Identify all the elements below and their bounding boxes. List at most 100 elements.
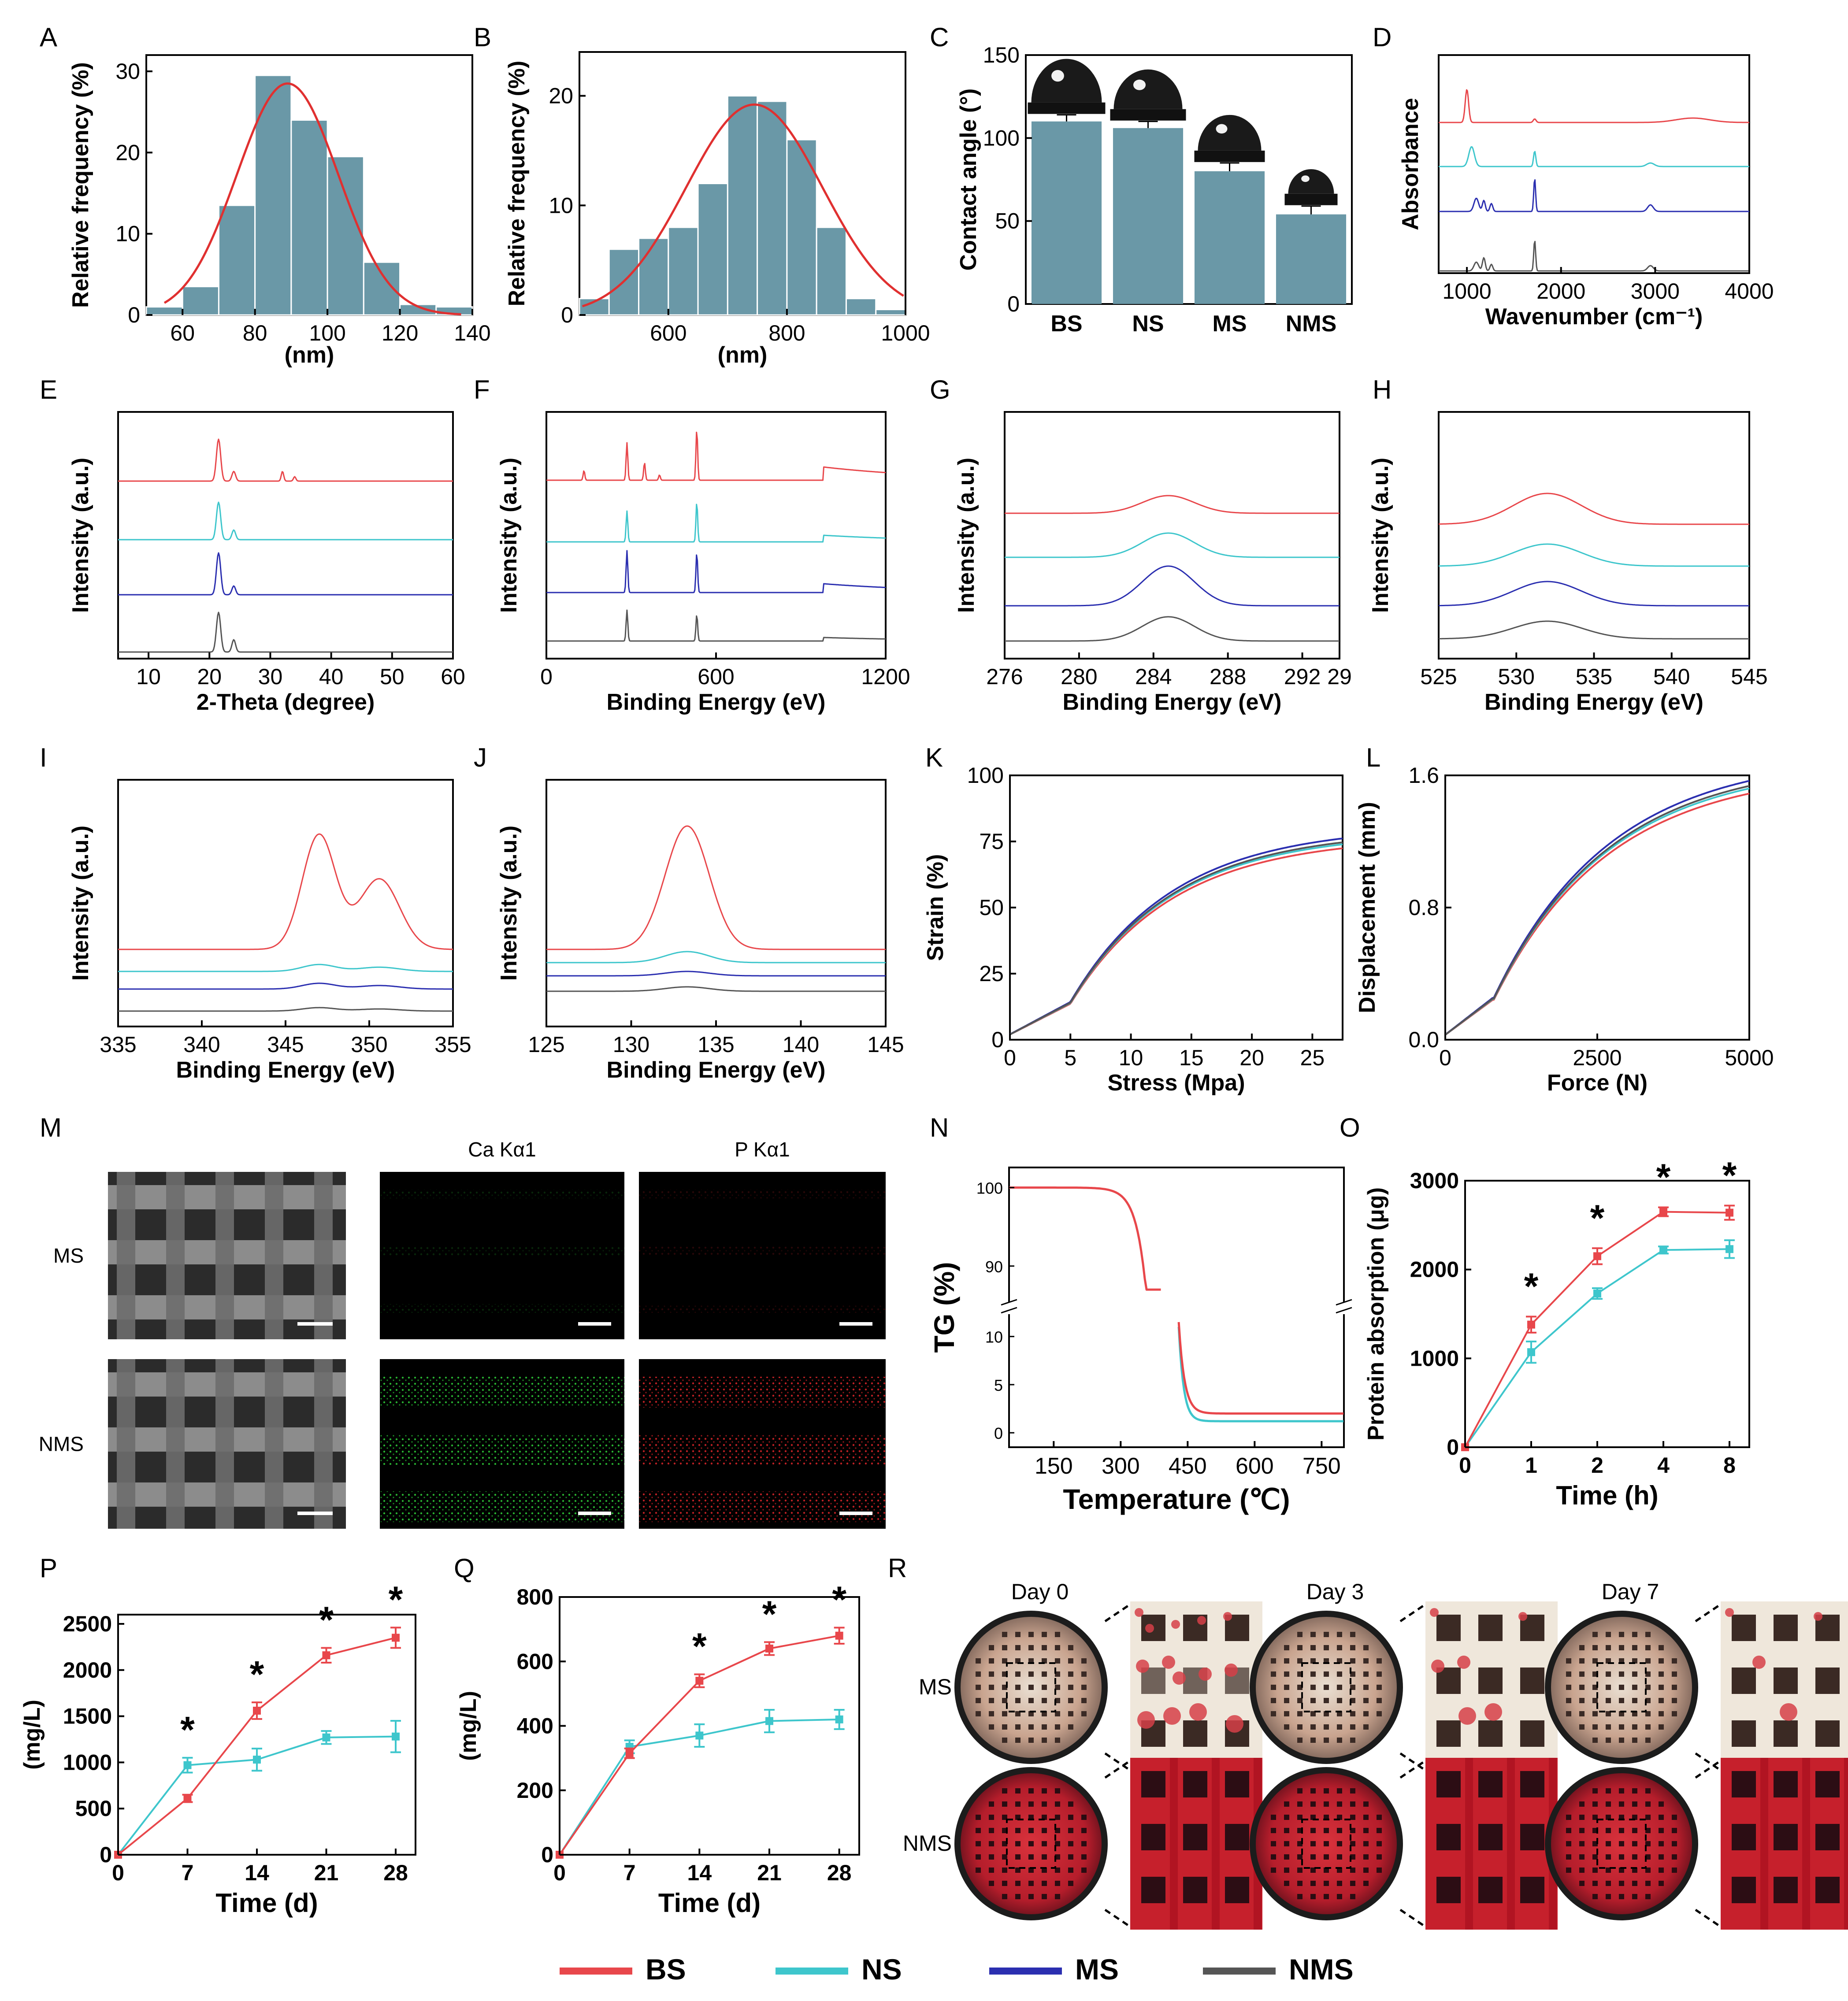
stain-spot xyxy=(1457,1656,1470,1669)
zoom-line xyxy=(1399,1605,1424,1623)
droplet-image xyxy=(1288,169,1334,194)
legend-swatch-MS xyxy=(989,1968,1062,1975)
stain-spot xyxy=(1137,1711,1155,1729)
scaffold-pore xyxy=(1042,1724,1047,1730)
scaffold-pore xyxy=(1042,1671,1047,1677)
x-tick-label: 20 xyxy=(197,664,222,689)
scaffold-pore xyxy=(1377,1711,1382,1716)
x-tick-label: 0 xyxy=(540,664,553,689)
spectrum-NS xyxy=(118,963,453,972)
x-tick-label: 60 xyxy=(170,321,195,345)
scaffold-pore xyxy=(1337,1632,1342,1637)
spectrum-MS xyxy=(546,971,886,977)
data-point-BS xyxy=(253,1707,261,1715)
zoom-pore xyxy=(1478,1771,1503,1797)
scaffold-pore xyxy=(1377,1671,1382,1677)
x-tick-label: 0 xyxy=(553,1860,566,1885)
scaffold-pore xyxy=(1579,1841,1585,1846)
spectrum-NS xyxy=(1005,532,1340,558)
scaffold-pore xyxy=(1350,1788,1355,1793)
tg-upper-line xyxy=(1009,1186,1161,1291)
scaffold-pore xyxy=(1363,1841,1369,1846)
scaffold-pore xyxy=(1055,1801,1060,1807)
stain-spot xyxy=(1752,1656,1766,1669)
scaffold-pore xyxy=(1592,1788,1598,1793)
panel-K: 0 5 10 15 20 25 0 25 50 75 100 Stress (Mpa) Strain (… xyxy=(923,763,1343,1096)
scaffold-pore xyxy=(1284,1881,1289,1886)
x-tick-label: 7 xyxy=(182,1860,194,1885)
scaffold-pore xyxy=(1284,1801,1289,1807)
x-tick-label: 135 xyxy=(698,1032,734,1057)
scaffold-pore xyxy=(1310,1724,1316,1730)
y-tick-label: 20 xyxy=(549,84,573,108)
stain-spot xyxy=(1163,1707,1181,1725)
scaffold-pore xyxy=(1271,1828,1276,1833)
scaffold-pore xyxy=(1659,1881,1664,1886)
scaffold-pore xyxy=(976,1671,981,1677)
panel-letter-K: K xyxy=(925,743,943,772)
y-tick-label: 5 xyxy=(994,1376,1003,1394)
sem-strut xyxy=(117,1359,135,1529)
y-tick-label: 75 xyxy=(979,829,1004,854)
scaffold-pore xyxy=(1619,1881,1624,1886)
x-tick-label: 340 xyxy=(183,1032,220,1057)
scaffold-pore xyxy=(1081,1671,1087,1677)
y-tick-label: 2000 xyxy=(1410,1257,1459,1282)
scaffold-pore xyxy=(1042,1738,1047,1743)
x-tick-label: 0 xyxy=(1004,1045,1016,1070)
scaffold-pore xyxy=(1645,1788,1651,1793)
scaffold-pore xyxy=(1606,1698,1611,1703)
x-tick-label: 280 xyxy=(1061,664,1097,689)
x-tick-label: 0 xyxy=(112,1860,124,1885)
stain-spot xyxy=(1518,1612,1527,1621)
scaffold-pore xyxy=(1337,1841,1342,1846)
x-category-label: NMS xyxy=(1286,311,1337,337)
scaffold-pore xyxy=(1324,1801,1329,1807)
bar-MS xyxy=(1194,171,1265,304)
x-tick-label: 60 xyxy=(441,664,465,689)
scaffold-pore xyxy=(989,1841,994,1846)
scaffold-pore xyxy=(976,1841,981,1846)
scaffold-pore xyxy=(1592,1632,1598,1637)
eds-label-p: P Kα1 xyxy=(735,1138,790,1161)
scaffold-pore xyxy=(1566,1685,1571,1690)
x-tick-label: 15 xyxy=(1179,1045,1204,1070)
data-point-BS xyxy=(835,1631,843,1640)
scaffold-pore xyxy=(1363,1801,1369,1807)
axes-frame xyxy=(1438,54,1750,274)
panel-R: Day 0 Day 3 Day 7 MS NMS xyxy=(903,1579,1848,1930)
droplet-image xyxy=(1198,115,1262,151)
scaffold-pore xyxy=(1042,1854,1047,1860)
curve-NS xyxy=(1444,787,1750,1036)
droplet-substrate xyxy=(1284,193,1338,205)
panel-letter-N: N xyxy=(930,1113,949,1142)
eds-signal-band xyxy=(639,1304,886,1313)
bar-NS xyxy=(1113,128,1184,304)
data-point-BS xyxy=(1726,1208,1733,1217)
spectrum-MS xyxy=(1005,565,1340,607)
scaffold-pore xyxy=(1297,1881,1303,1886)
tg-lower-line-ns xyxy=(1177,1327,1343,1423)
scaffold-pore xyxy=(1619,1841,1624,1846)
x-tick-label: 30 xyxy=(258,664,283,689)
scaffold-pore xyxy=(1337,1828,1342,1833)
data-point-BS xyxy=(1527,1320,1535,1329)
sem-strut xyxy=(314,1359,333,1529)
spectrum-NS xyxy=(546,504,886,543)
scaffold-pore xyxy=(1579,1828,1585,1833)
zoom-box xyxy=(1301,1819,1351,1869)
zoom-pore xyxy=(1183,1720,1207,1747)
scaffold-pore xyxy=(1337,1894,1342,1899)
scaffold-pore xyxy=(1579,1645,1585,1650)
eds-signal-band xyxy=(380,1304,624,1313)
scaffold-pore xyxy=(1350,1894,1355,1899)
scaffold-pore xyxy=(989,1828,994,1833)
scaffold-pore xyxy=(976,1854,981,1860)
scaffold-pore xyxy=(1028,1894,1034,1899)
scaffold-pore xyxy=(1284,1815,1289,1820)
scaffold-pore xyxy=(1659,1671,1664,1677)
significance-star: * xyxy=(692,1626,707,1667)
stain-spot xyxy=(1431,1660,1444,1673)
scaffold-pore xyxy=(1068,1645,1073,1650)
scaffold-pore xyxy=(1659,1645,1664,1650)
